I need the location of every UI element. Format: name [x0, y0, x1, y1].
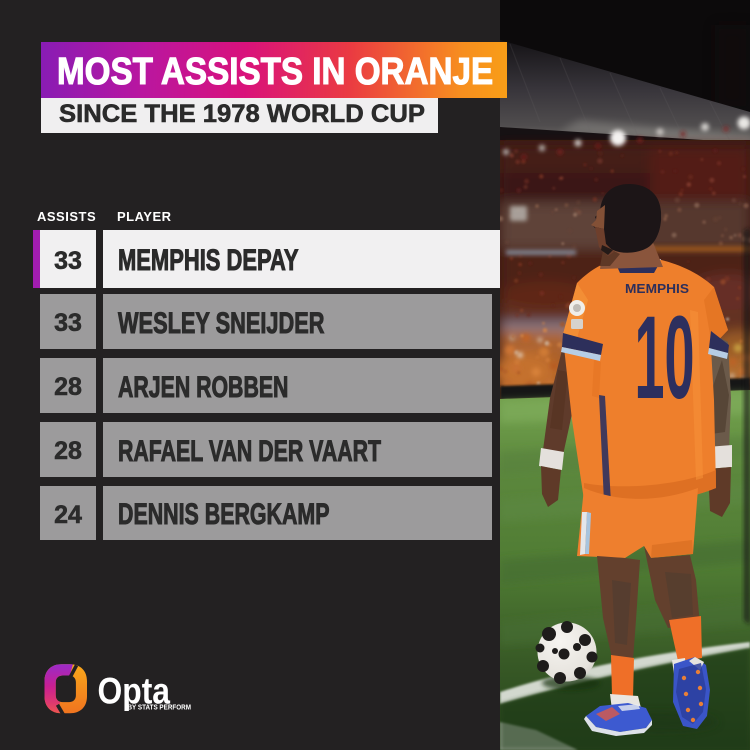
svg-text:MEMPHIS: MEMPHIS: [625, 281, 689, 296]
svg-text:Opta: Opta: [98, 671, 171, 712]
svg-text:BY STATS PERFORM: BY STATS PERFORM: [128, 703, 192, 712]
svg-text:10: 10: [635, 292, 695, 424]
